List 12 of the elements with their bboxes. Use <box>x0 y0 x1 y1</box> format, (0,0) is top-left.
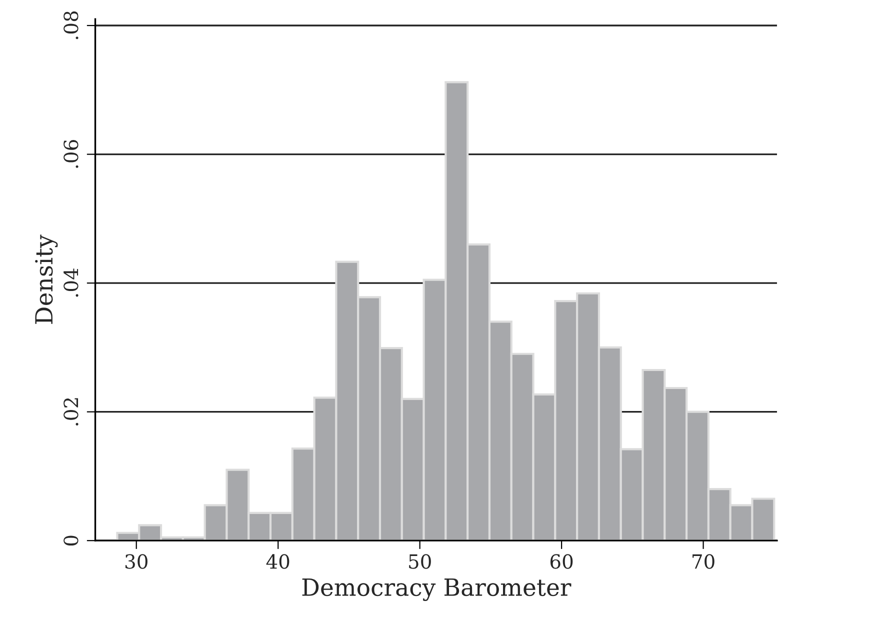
x-tick-label: 40 <box>266 554 290 569</box>
x-tick-label: 50 <box>409 554 431 569</box>
y-tick-label: .06 <box>64 140 78 168</box>
x-tick-label: 30 <box>125 554 148 569</box>
x-tick-label: 70 <box>692 554 714 569</box>
y-tick-label: .08 <box>64 11 78 40</box>
x-tick-label: 60 <box>550 554 573 569</box>
y-tick-label: .04 <box>64 268 78 297</box>
y-axis-title: Density <box>35 234 58 324</box>
y-tick-label: .02 <box>64 398 78 426</box>
x-axis-title: Democracy Barometer <box>302 578 572 602</box>
y-tick-label: 0 <box>64 536 78 546</box>
